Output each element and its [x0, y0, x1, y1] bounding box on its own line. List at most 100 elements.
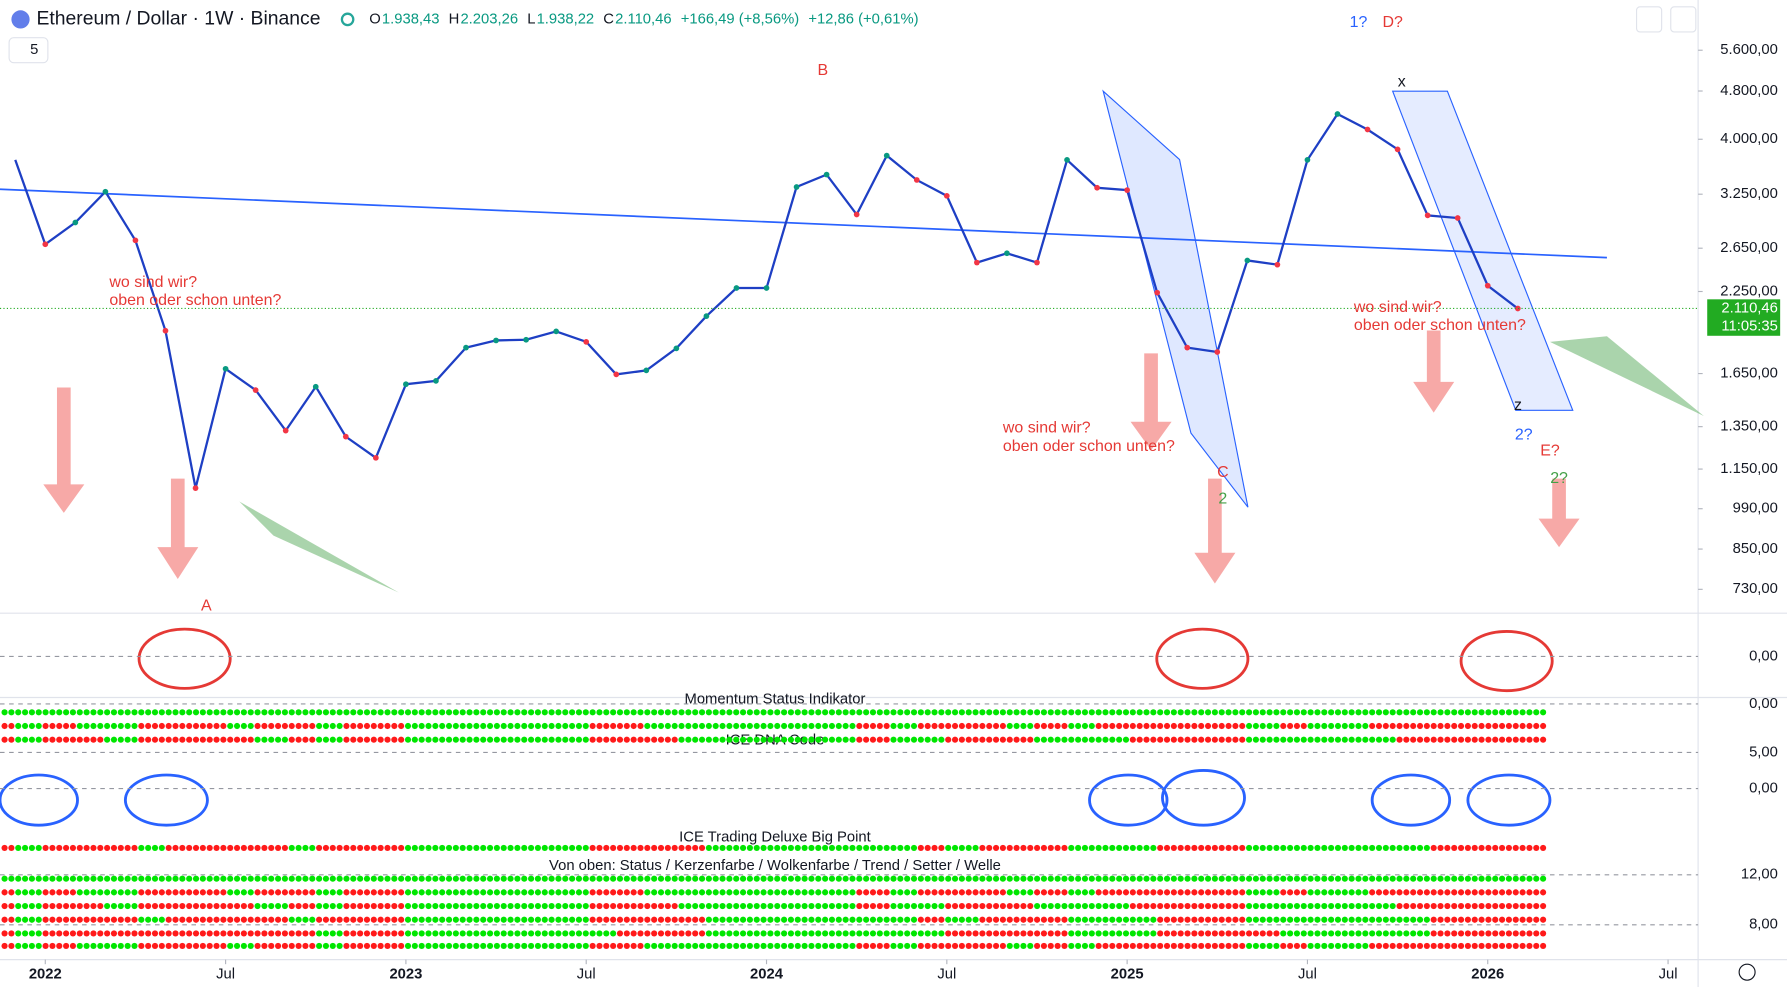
status-dot [1355, 736, 1362, 743]
status-dot [110, 736, 118, 743]
status-dot [104, 902, 111, 910]
status-dot [15, 942, 22, 950]
status-dot [28, 736, 35, 743]
status-dot [439, 722, 446, 730]
status-dot [1451, 916, 1458, 923]
status-dot [1519, 709, 1526, 716]
status-dot [623, 844, 630, 852]
status-dot [1136, 916, 1143, 923]
status-dot [1, 736, 8, 743]
status-dot [521, 875, 528, 882]
status-dot [1, 709, 8, 716]
status-dot [528, 844, 535, 852]
status-dot [1040, 736, 1048, 743]
status-dot [158, 930, 165, 937]
status-dot [151, 875, 159, 882]
status-dot [808, 916, 815, 923]
status-dot [801, 736, 808, 743]
status-dot [199, 722, 206, 730]
status-dot [192, 844, 200, 852]
status-dot [514, 722, 521, 730]
status-dot [1355, 844, 1362, 852]
status-dot [1423, 916, 1430, 923]
status-dot [972, 875, 979, 882]
indicator-count[interactable]: 5 [30, 42, 38, 58]
status-dot [138, 916, 145, 923]
status-dot [555, 875, 562, 882]
status-dot [582, 889, 589, 896]
status-dot [418, 709, 425, 716]
status-dot [1034, 889, 1041, 896]
status-dot [1369, 722, 1376, 730]
status-dot [1109, 709, 1116, 716]
status-dot [774, 902, 781, 910]
status-dot [254, 930, 261, 937]
settings-button[interactable] [1738, 963, 1756, 981]
status-dot [1341, 889, 1348, 896]
status-dot [1170, 875, 1177, 882]
status-dot [1382, 889, 1389, 896]
status-dot [972, 844, 979, 852]
status-dot [404, 916, 412, 923]
status-dot [979, 709, 986, 716]
status-dot [610, 916, 617, 923]
status-dot [1157, 930, 1164, 937]
status-dot [213, 875, 220, 882]
status-dot [698, 709, 706, 716]
status-dot [623, 942, 630, 950]
status-dot [856, 722, 863, 730]
status-dot [131, 902, 138, 910]
pane-tick-label: 8,00 [1749, 917, 1778, 933]
fullscreen-button[interactable] [1670, 6, 1697, 33]
status-dot [206, 709, 213, 716]
status-dot [931, 722, 938, 730]
status-dot [322, 942, 330, 950]
status-dot [240, 844, 247, 852]
price-point [1334, 111, 1341, 117]
price-point [312, 383, 319, 390]
indicator-toggle[interactable] [8, 37, 49, 64]
status-dot [1122, 930, 1130, 937]
status-dot [562, 875, 569, 882]
status-dot [1307, 916, 1314, 923]
status-dot [883, 942, 890, 950]
status-dot [1341, 942, 1348, 950]
status-dot [575, 844, 583, 852]
status-dot [275, 916, 282, 923]
status-dot [35, 902, 42, 910]
status-dot [1389, 930, 1396, 937]
status-dot [1526, 942, 1533, 950]
status-dot [480, 902, 487, 910]
status-dot [528, 942, 535, 950]
status-dot [582, 902, 589, 910]
status-dot [49, 875, 56, 882]
status-dot [1218, 875, 1225, 882]
status-dot [1157, 902, 1164, 910]
status-dot [363, 942, 371, 950]
status-dot [370, 736, 377, 743]
status-dot [49, 930, 56, 937]
status-dot [480, 916, 487, 923]
status-dot [1328, 709, 1335, 716]
status-dot [192, 930, 200, 937]
status-dot [220, 875, 227, 882]
status-dot [1109, 844, 1116, 852]
status-dot [1116, 930, 1123, 937]
status-dot [1157, 844, 1164, 852]
status-dot [8, 844, 15, 852]
status-dot [1451, 930, 1458, 937]
symbol-title[interactable]: Ethereum / Dollar · 1W · Binance [36, 8, 320, 30]
status-dot [1334, 902, 1342, 910]
status-dot [842, 902, 849, 910]
status-dot [1163, 736, 1171, 743]
status-dot [657, 844, 665, 852]
scroll-button[interactable] [1635, 6, 1663, 33]
status-dot [1088, 889, 1095, 896]
status-dot [213, 709, 220, 716]
status-dot [186, 709, 193, 716]
status-dot [1225, 844, 1232, 852]
status-dot [1273, 875, 1280, 882]
price-point [1454, 215, 1461, 221]
status-dot [808, 942, 815, 950]
status-dot [1416, 722, 1424, 730]
